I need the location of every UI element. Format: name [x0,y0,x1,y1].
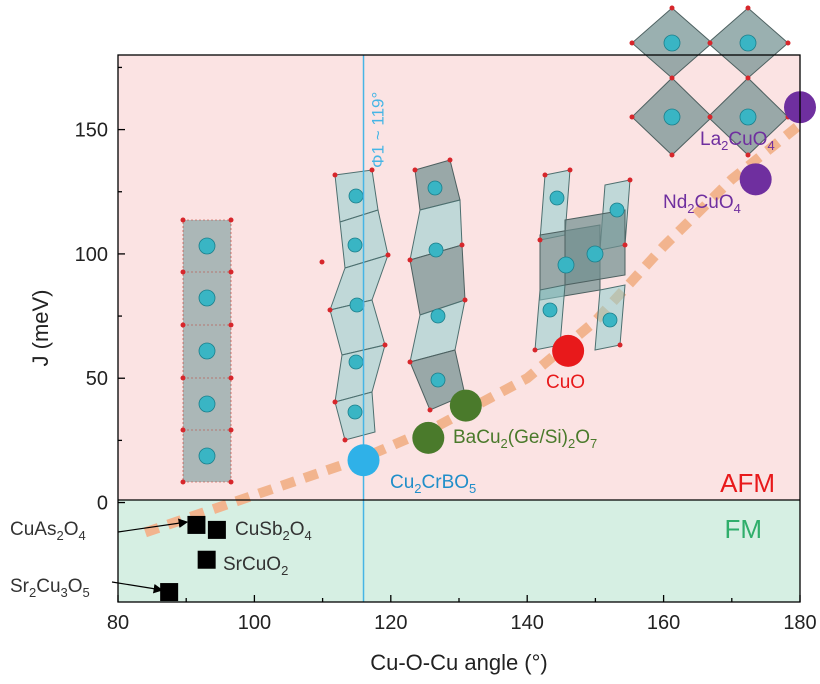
x-tick-label: 160 [647,612,680,634]
y-axis-title: J (meV) [28,290,53,367]
data-point [739,163,772,196]
point-label: BaCu2(Ge/Si)2O7 [453,427,597,451]
point-label: CuAs2O4 [10,519,86,543]
labels-layer: Cu2CrBO5 BaCu2(Ge/Si)2O7 CuO Nd2CuO4 La2CuO4… [10,129,775,600]
label-arrow [111,581,164,594]
data-point [552,334,585,367]
point-label: Cu2CrBO5 [390,472,476,496]
data-point [347,444,380,477]
afm-label: AFM [720,468,775,498]
point-label: La2CuO4 [700,129,775,153]
x-tick-label: 80 [107,612,129,634]
square-planar-structure-illustration [629,5,791,158]
x-tick-label: 140 [511,612,544,634]
y-tick-label: 50 [86,368,108,390]
data-point [187,515,206,534]
point-label: SrCuO2 [223,554,288,578]
tetrahedra-chain-illustration [407,157,468,413]
fm-region [118,500,800,602]
zigzag-chain-illustration [319,167,391,443]
ticks-layer: 80 100 120 140 160 180 0 50 100 150 [75,66,817,634]
point-label: CuSb2O4 [235,519,312,543]
data-point [412,421,445,454]
data-point [197,550,216,569]
chain-structure-illustration [180,217,234,485]
point-label: Sr2Cu3O5 [10,576,90,600]
x-axis-title: Cu-O-Cu angle (°) [370,650,548,675]
cuo-structure-illustration [532,167,633,353]
x-tick-label: 180 [783,612,816,634]
y-tick-label: 150 [75,120,108,142]
fm-label: FM [724,514,762,544]
trend-line [143,120,804,538]
y-tick-label: 0 [97,493,108,515]
data-point [160,583,179,602]
point-label: Nd2CuO4 [663,192,741,216]
data-point [207,520,226,539]
reference-line-label: Φ1 ~ 119° [369,92,388,168]
x-tick-label: 120 [374,612,407,634]
data-point [449,389,482,422]
label-arrow [117,518,189,533]
point-label: CuO [546,372,585,393]
y-tick-label: 100 [75,244,108,266]
x-tick-label: 100 [238,612,271,634]
